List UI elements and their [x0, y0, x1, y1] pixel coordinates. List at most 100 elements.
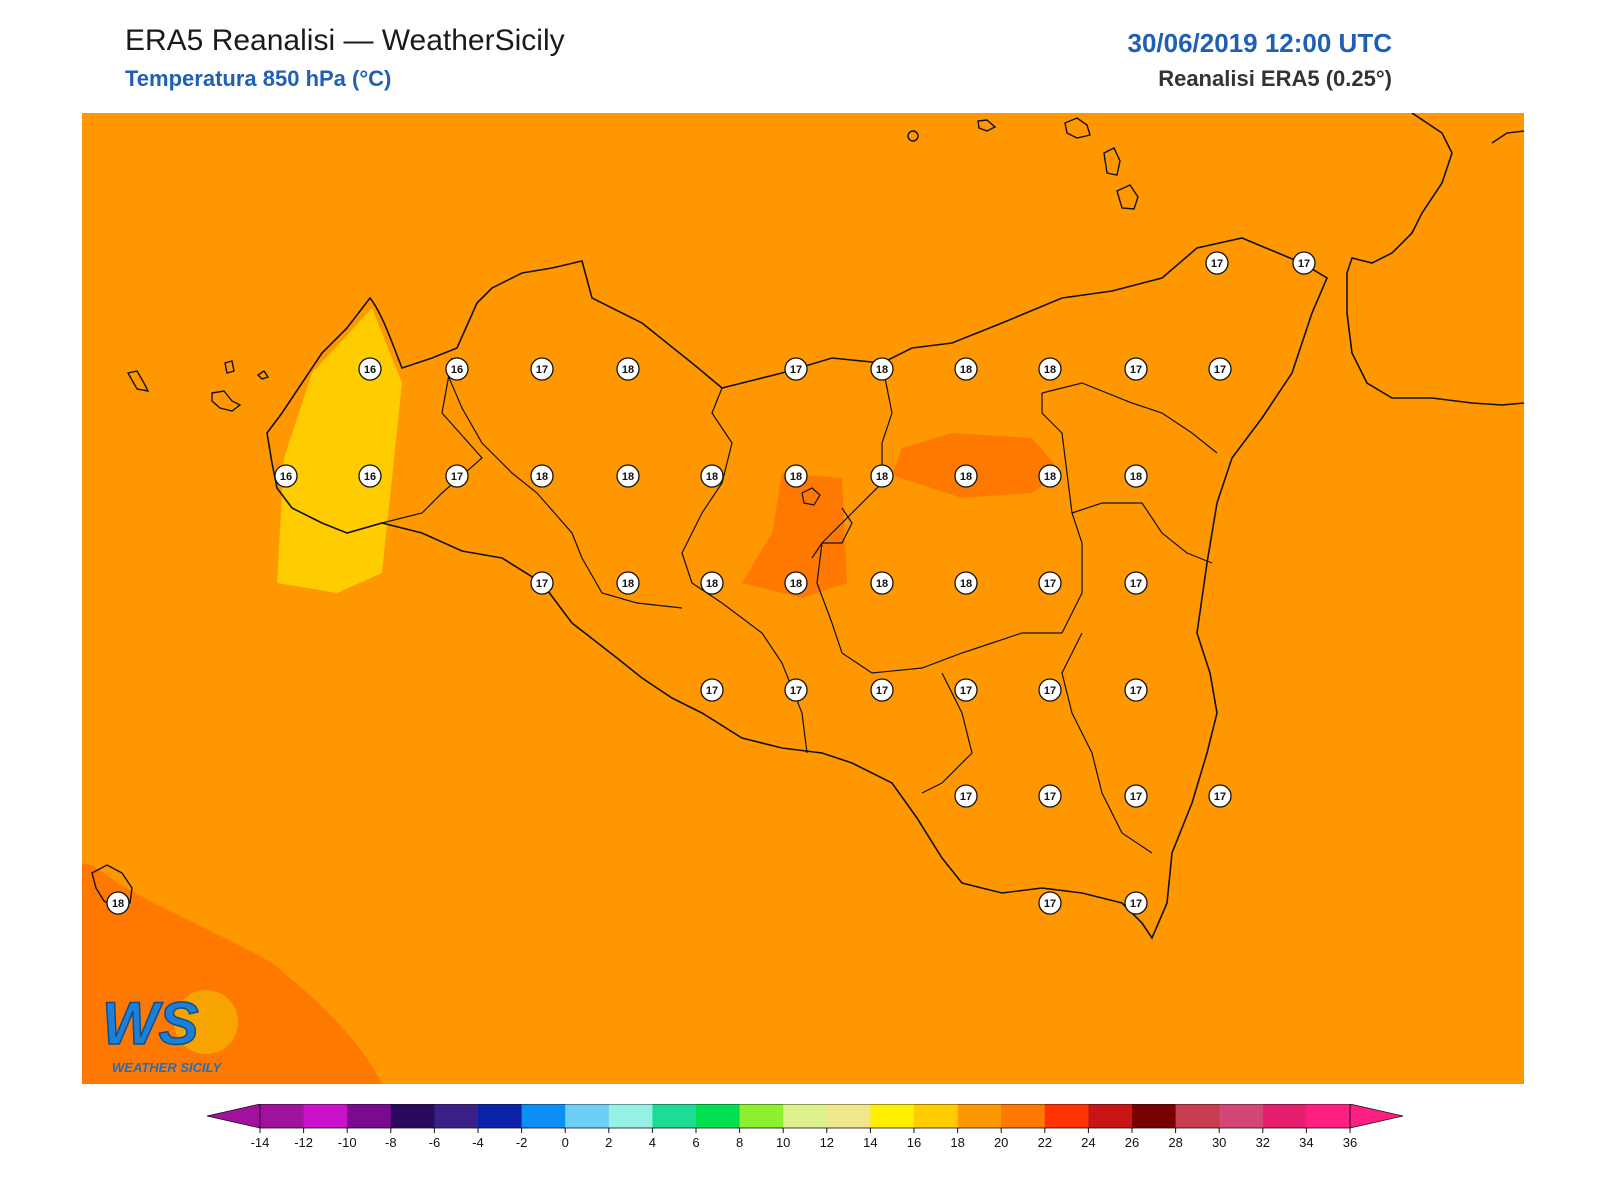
colorbar-tick-label: 18	[950, 1135, 964, 1150]
colorbar-segment	[783, 1104, 828, 1128]
colorbar-segment	[1306, 1104, 1351, 1128]
station-value: 18	[622, 364, 634, 376]
station-value: 17	[706, 685, 718, 697]
station-marker: 18	[106, 891, 130, 915]
pantelleria-island	[91, 864, 133, 909]
station-value: 17	[1130, 578, 1142, 590]
station-circle	[530, 464, 554, 488]
station-circle	[870, 678, 894, 702]
colorbar-tick-label: 12	[820, 1135, 834, 1150]
station-marker: 17	[530, 571, 554, 595]
colorbar-tick-label: 22	[1038, 1135, 1052, 1150]
station-value: 17	[790, 685, 802, 697]
station-value: 17	[1214, 791, 1226, 803]
station-marker: 17	[1124, 678, 1148, 702]
valid-datetime: 30/06/2019 12:00 UTC	[1127, 28, 1392, 58]
station-marker: 18	[784, 464, 808, 488]
station-value: 18	[960, 364, 972, 376]
station-circle	[616, 571, 640, 595]
colorbar-extend-low	[206, 1103, 261, 1129]
station-marker: 18	[954, 571, 978, 595]
colorbar-segment	[826, 1104, 871, 1128]
station-marker: 17	[1124, 891, 1148, 915]
station-marker: 16	[358, 357, 382, 381]
station-value: 18	[1044, 471, 1056, 483]
station-value: 17	[1298, 258, 1310, 270]
map-canvas: 17 17 16 16 17 18 17 18 18 18 17 17 16 16 17 18 18 18 18 18…	[82, 113, 1524, 1084]
station-marker: 17	[1124, 357, 1148, 381]
colorbar-tick-label: 28	[1168, 1135, 1182, 1150]
colorbar-tick-label: -6	[429, 1135, 441, 1150]
station-circle	[954, 571, 978, 595]
station-marker: 18	[954, 464, 978, 488]
station-marker: 18	[1038, 357, 1062, 381]
station-marker: 17	[784, 357, 808, 381]
station-value: 17	[960, 685, 972, 697]
station-circle	[1038, 891, 1062, 915]
temperature-band-20-22-north	[892, 433, 1062, 498]
colorbar-outline	[259, 1103, 1351, 1129]
colorbar-segment	[870, 1104, 915, 1128]
aeolian-islands	[907, 117, 1139, 210]
station-circle	[700, 678, 724, 702]
station-circle	[870, 464, 894, 488]
data-source: Reanalisi ERA5 (0.25°)	[1158, 66, 1392, 91]
station-marker: 17	[1038, 678, 1062, 702]
colorbar-extend-high	[1349, 1103, 1404, 1129]
ws-logo-graphic: WS WEATHER SICILY	[101, 989, 238, 1075]
station-value: 18	[876, 471, 888, 483]
station-marker: 17	[1208, 357, 1232, 381]
station-value: 17	[876, 685, 888, 697]
station-circle	[274, 464, 298, 488]
colorbar-tick-label: 2	[605, 1135, 612, 1150]
colorbar-tick-label: 32	[1256, 1135, 1270, 1150]
map-subtitle: Temperatura 850 hPa (°C)	[125, 66, 392, 91]
station-value: 17	[1130, 791, 1142, 803]
station-circle	[616, 357, 640, 381]
colorbar-segment	[565, 1104, 610, 1128]
station-circle	[1292, 251, 1316, 275]
colorbar-tick-label: -2	[516, 1135, 528, 1150]
colorbar-segment	[696, 1104, 741, 1128]
temperature-field-18-20	[82, 113, 1524, 1084]
station-marker: 18	[1124, 464, 1148, 488]
station-value: 18	[960, 471, 972, 483]
station-value: 18	[876, 364, 888, 376]
colorbar-tick-label: -12	[294, 1135, 313, 1150]
station-value: 17	[1044, 685, 1056, 697]
station-marker: 18	[870, 571, 894, 595]
station-circle	[1208, 784, 1232, 808]
colorbar-tick-label: 16	[907, 1135, 921, 1150]
station-value: 18	[706, 578, 718, 590]
colorbar-tick-label: 0	[562, 1135, 569, 1150]
station-circle	[870, 571, 894, 595]
station-circle	[530, 357, 554, 381]
colorbar-segment	[1262, 1104, 1307, 1128]
station-value: 16	[451, 364, 463, 376]
station-marker: 18	[616, 571, 640, 595]
station-value: 17	[790, 364, 802, 376]
colorbar-tick-label: 6	[692, 1135, 699, 1150]
station-circle	[954, 464, 978, 488]
station-marker: 17	[1124, 784, 1148, 808]
colorbar-segment	[652, 1104, 697, 1128]
station-circle	[445, 464, 469, 488]
station-circle	[700, 464, 724, 488]
station-circle	[1124, 357, 1148, 381]
station-value: 17	[1044, 578, 1056, 590]
station-marker: 17	[1038, 784, 1062, 808]
station-value: 17	[536, 364, 548, 376]
station-marker: 17	[1124, 571, 1148, 595]
station-marker: 17	[1292, 251, 1316, 275]
station-circle	[358, 357, 382, 381]
station-circle	[954, 678, 978, 702]
station-value: 18	[622, 578, 634, 590]
station-marker: 17	[870, 678, 894, 702]
map-panel[interactable]: 17 17 16 16 17 18 17 18 18 18 17 17 16 16 17 18 18 18 18 18…	[82, 113, 1524, 1084]
station-circle	[870, 357, 894, 381]
station-circle	[784, 357, 808, 381]
colorbar-segment	[608, 1104, 653, 1128]
station-value: 17	[451, 471, 463, 483]
lake-pozzillo	[801, 487, 821, 506]
station-value: 16	[364, 471, 376, 483]
